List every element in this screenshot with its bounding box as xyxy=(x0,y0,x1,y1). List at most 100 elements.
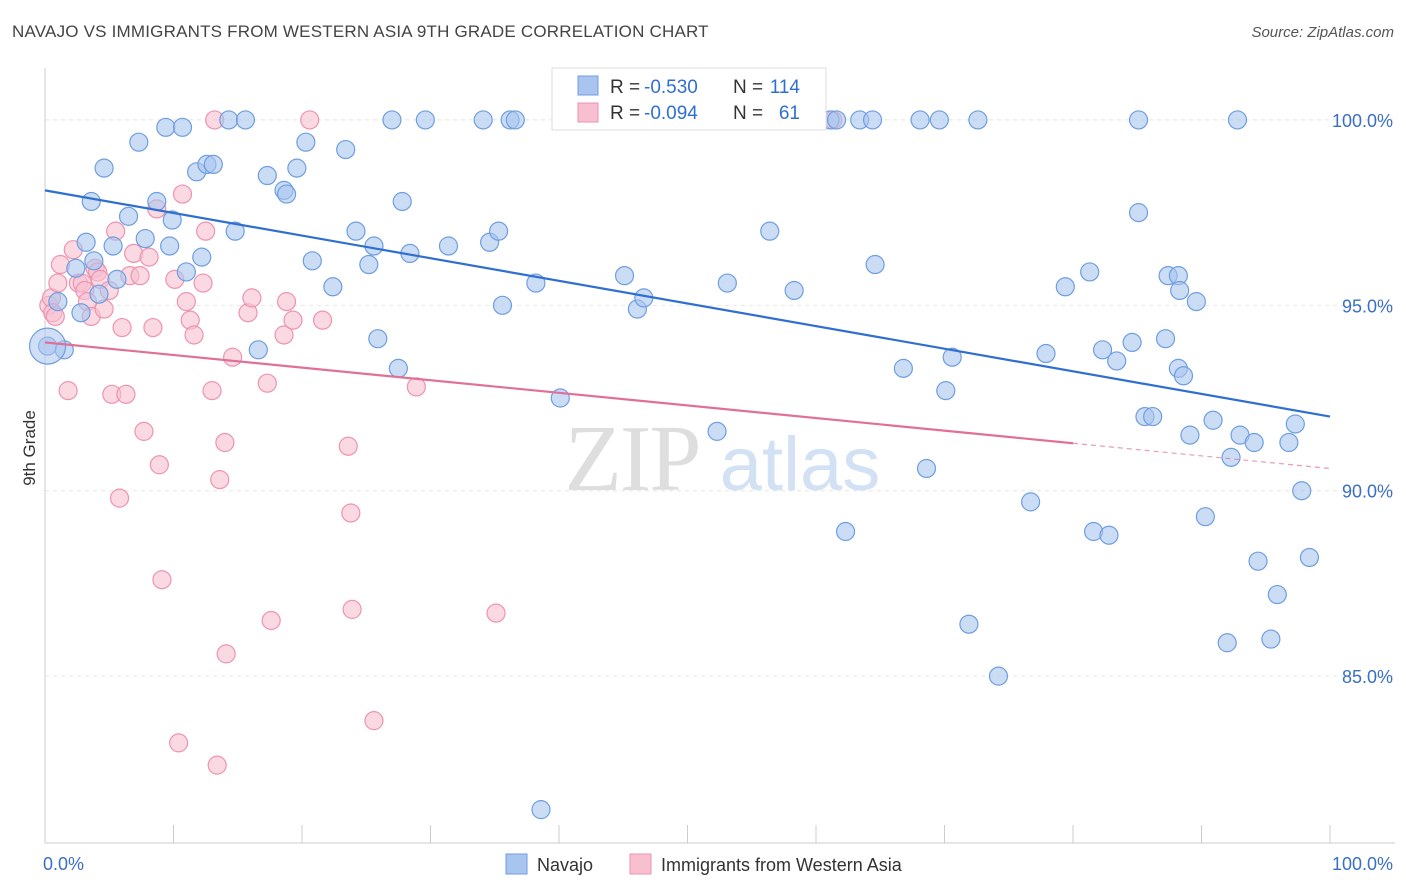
navajo-point xyxy=(156,117,176,137)
western-asia-point xyxy=(207,755,227,775)
legend-swatch-navajo xyxy=(577,75,599,96)
navajo-point xyxy=(235,110,256,130)
navajo-point xyxy=(1080,262,1100,282)
navajo-point xyxy=(910,110,930,130)
navajo-point xyxy=(118,206,139,226)
navajo-point xyxy=(192,247,212,267)
navajo-point xyxy=(160,236,180,256)
western-asia-point xyxy=(143,317,163,338)
western-asia-point xyxy=(193,273,213,293)
western-asia-point xyxy=(364,711,384,731)
navajo-point xyxy=(1036,343,1056,364)
navajo-point xyxy=(862,110,883,130)
stats-legend: R = -0.530 N = 114 R = -0.094 N = 61 xyxy=(551,67,827,131)
legend-r-value-western-asia: -0.094 xyxy=(644,103,698,124)
legend-r-value-navajo: -0.530 xyxy=(644,77,698,98)
bottom-legend-label-navajo: Navajo xyxy=(537,855,593,875)
navajo-point xyxy=(1170,280,1190,301)
navajo-point xyxy=(473,110,493,130)
legend-swatch-western-asia xyxy=(577,102,599,123)
navajo-point xyxy=(225,221,245,241)
navajo-point xyxy=(1180,425,1200,445)
navajo-point xyxy=(103,236,123,256)
navajo-point xyxy=(415,110,435,130)
navajo-point xyxy=(489,221,509,241)
navajo-point xyxy=(66,258,86,278)
navajo-point xyxy=(893,358,913,378)
western-asia-point xyxy=(338,436,358,456)
western-asia-point xyxy=(196,221,216,241)
trend-line-navajo xyxy=(44,189,1331,418)
navajo-point xyxy=(1248,551,1268,571)
y-tick-labels: 85.0% 90.0% 95.0% 100.0% xyxy=(1332,111,1393,687)
bottom-legend-swatch-western-asia xyxy=(629,853,652,875)
western-asia-point xyxy=(312,310,333,330)
source-label: Source: ZipAtlas.com xyxy=(1251,24,1394,41)
trend-line-dashed-western-asia xyxy=(1072,442,1331,470)
y-tick-label: 90.0% xyxy=(1342,482,1393,502)
navajo-point xyxy=(129,132,149,152)
bottom-legend-swatch-navajo xyxy=(505,853,528,875)
navajo-point xyxy=(784,280,804,301)
navajo-point xyxy=(84,251,104,271)
western-asia-point xyxy=(116,384,136,404)
navajo-point xyxy=(296,132,316,152)
navajo-point xyxy=(1195,507,1215,527)
western-asia-point xyxy=(486,603,506,623)
western-asia-point xyxy=(112,317,132,338)
x-tick-label-max: 100.0% xyxy=(1332,854,1393,874)
grid-lines xyxy=(45,119,1395,677)
navajo-point xyxy=(707,421,727,441)
navajo-point xyxy=(147,191,167,212)
navajo-point xyxy=(1055,277,1075,297)
bottom-legend-label-western-asia: Immigrants from Western Asia xyxy=(661,855,903,875)
x-tick-label-min: 0.0% xyxy=(43,854,84,874)
navajo-point xyxy=(135,228,155,249)
western-asia-point xyxy=(172,184,193,204)
navajo-point xyxy=(936,381,956,401)
navajo-point xyxy=(988,666,1009,686)
navajo-point xyxy=(382,110,402,130)
legend-n-label-navajo: N = xyxy=(733,77,763,98)
navajo-point xyxy=(1107,351,1127,371)
western-asia-point xyxy=(176,292,196,312)
legend-n-label-western-asia: N = xyxy=(733,103,763,124)
western-asia-point xyxy=(242,288,262,308)
western-asia-point xyxy=(152,570,172,590)
western-asia-point xyxy=(184,325,204,345)
navajo-point xyxy=(176,262,196,282)
navajo-point xyxy=(1227,110,1248,130)
navajo-point xyxy=(865,254,885,275)
western-asia-point xyxy=(202,381,222,401)
western-asia-point xyxy=(341,503,361,523)
navajo-point xyxy=(1020,492,1041,512)
navajo-point xyxy=(717,273,737,293)
navajo-point xyxy=(1092,340,1113,360)
navajo-point xyxy=(942,347,962,367)
navajo-point xyxy=(1122,332,1142,353)
navajo-point xyxy=(346,221,366,241)
navajo-point xyxy=(71,303,91,323)
navajo-point xyxy=(359,254,379,275)
western-asia-point xyxy=(274,325,294,345)
navajo-point xyxy=(1203,410,1223,430)
navajo-point xyxy=(287,158,307,178)
y-tick-label: 85.0% xyxy=(1342,667,1393,687)
western-asia-point xyxy=(276,292,297,312)
navajo-point xyxy=(76,232,96,252)
navajo-point xyxy=(323,277,343,297)
navajo-point xyxy=(1221,447,1241,467)
legend-n-value-navajo: 114 xyxy=(770,77,801,98)
axes xyxy=(44,68,1395,844)
y-tick-label: 100.0% xyxy=(1332,111,1393,131)
navajo-point xyxy=(203,154,223,175)
western-asia-point xyxy=(169,733,189,753)
navajo-point xyxy=(614,266,635,286)
navajo-point xyxy=(1244,432,1264,453)
navajo-point xyxy=(388,358,408,378)
navajo-point-large xyxy=(28,327,67,365)
x-tick-labels: 0.0% 100.0% xyxy=(43,854,1393,874)
navajo-point xyxy=(1285,414,1305,434)
legend-r-label-western-asia: R = xyxy=(610,103,640,124)
